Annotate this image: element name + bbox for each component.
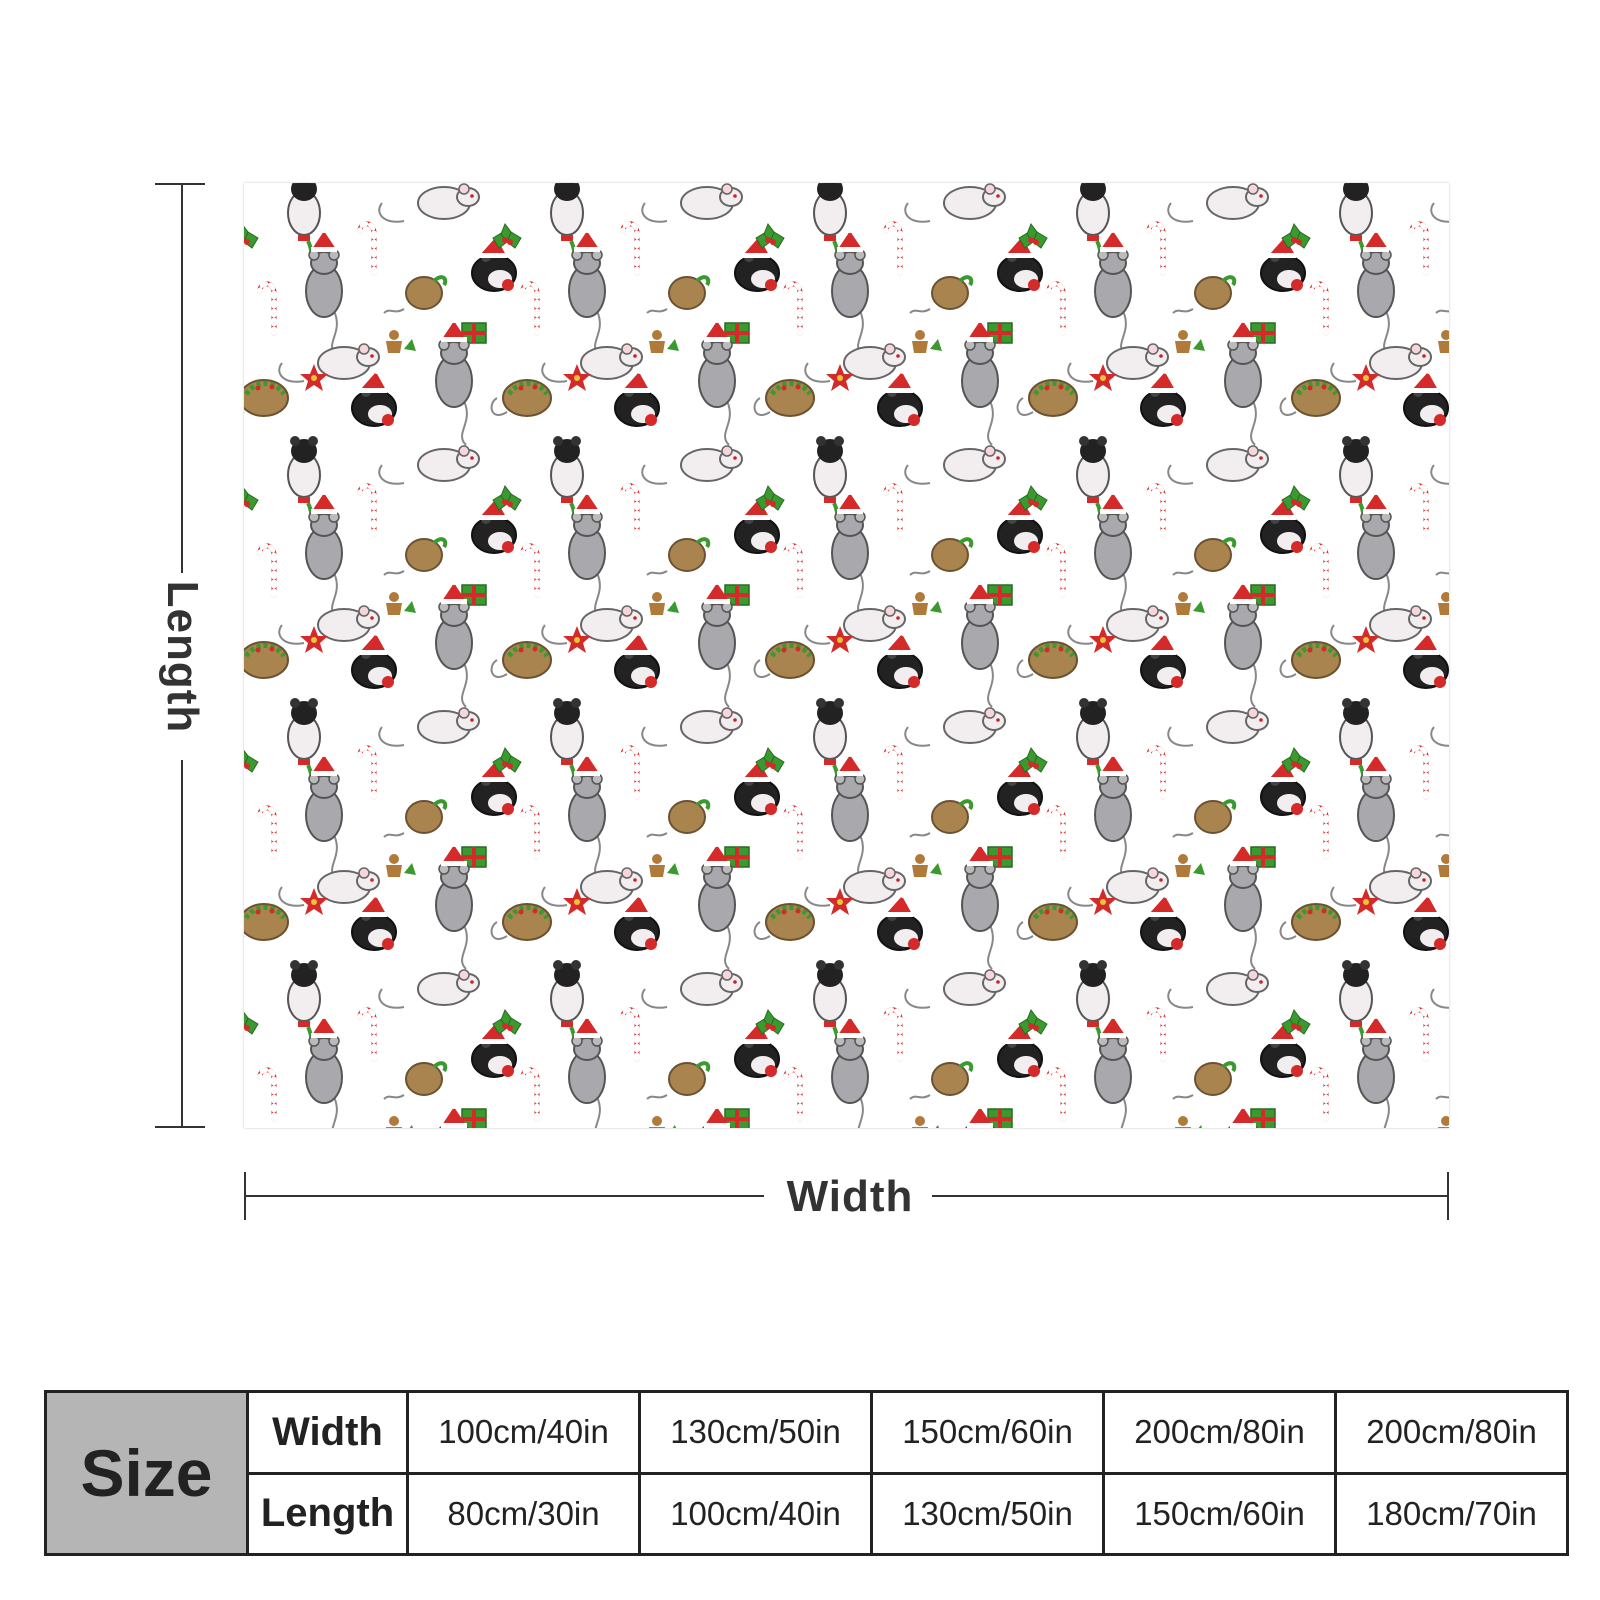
- length-top-cap: [155, 183, 205, 185]
- width-cell: 150cm/60in: [870, 1390, 1105, 1475]
- length-cell: 80cm/30in: [406, 1471, 641, 1556]
- length-line-bottom: [181, 760, 183, 1128]
- size-heading: Size: [44, 1390, 249, 1556]
- width-line-right: [932, 1195, 1449, 1197]
- length-label: Length: [158, 580, 207, 734]
- blanket-image: [244, 183, 1449, 1128]
- width-row-label: Width: [246, 1390, 409, 1475]
- length-row-label: Length: [246, 1471, 409, 1556]
- size-table: Size Width 100cm/40in 130cm/50in 150cm/6…: [44, 1390, 1569, 1556]
- width-cell: 200cm/80in: [1102, 1390, 1337, 1475]
- width-label: Width: [786, 1172, 914, 1221]
- length-cell: 150cm/60in: [1102, 1471, 1337, 1556]
- length-cell: 130cm/50in: [870, 1471, 1105, 1556]
- christmas-rat-pattern: [244, 183, 1449, 1128]
- width-right-cap: [1447, 1172, 1449, 1220]
- width-cell: 130cm/50in: [638, 1390, 873, 1475]
- width-cell: 100cm/40in: [406, 1390, 641, 1475]
- length-bottom-cap: [155, 1126, 205, 1128]
- length-cell: 100cm/40in: [638, 1471, 873, 1556]
- width-cell: 200cm/80in: [1334, 1390, 1569, 1475]
- width-row: Size Width 100cm/40in 130cm/50in 150cm/6…: [44, 1390, 1569, 1556]
- length-line-top: [181, 183, 183, 573]
- length-cell: 180cm/70in: [1334, 1471, 1569, 1556]
- width-line-left: [244, 1195, 764, 1197]
- length-row: Length 80cm/30in 100cm/40in 130cm/50in 1…: [46, 1471, 1569, 1556]
